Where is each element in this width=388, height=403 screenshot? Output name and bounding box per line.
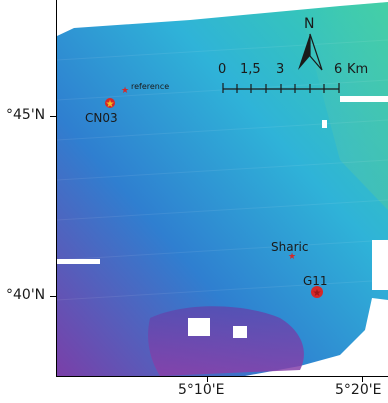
site-label-cn03: CN03 — [85, 111, 118, 125]
lon-label: 5°10'E — [178, 382, 225, 398]
survey-area — [57, 2, 388, 376]
site-label-sharic: Sharic — [271, 240, 309, 254]
svg-text:★: ★ — [106, 99, 115, 110]
data-gap — [322, 120, 327, 128]
site-marker-sharic[interactable]: ★ — [288, 252, 296, 262]
lat-tick — [50, 116, 56, 117]
canyon-area — [148, 306, 304, 376]
lat-label: °45'N — [6, 107, 46, 123]
site-label-g11: G11 — [303, 274, 328, 288]
lon-label: 5°20'E — [335, 382, 382, 398]
site-marker-reference[interactable]: ★ — [121, 86, 129, 96]
scale-tick-label: 3 — [276, 62, 285, 77]
north-arrow-icon — [298, 33, 323, 71]
scale-bar — [222, 83, 340, 93]
site-label-reference: reference — [131, 82, 170, 91]
shelf-overlay — [300, 2, 388, 210]
site-marker-g11[interactable]: ★ — [311, 286, 323, 299]
scale-tick-label: 1,5 — [240, 62, 261, 77]
north-letter: N — [304, 16, 315, 32]
data-gap — [372, 240, 388, 290]
data-gap — [233, 326, 247, 338]
scale-tick-label: 0 — [218, 62, 227, 77]
lon-tick — [362, 377, 363, 382]
map-frame — [56, 0, 388, 377]
scale-unit: Km — [347, 62, 369, 77]
lat-label: °40'N — [6, 287, 46, 303]
lat-tick — [50, 296, 56, 297]
svg-text:★: ★ — [313, 288, 322, 299]
data-gap — [340, 96, 388, 102]
lon-tick — [207, 377, 208, 382]
scale-tick-label: 6 — [334, 62, 343, 77]
data-gap — [56, 259, 100, 264]
site-marker-cn03[interactable]: ★ — [105, 98, 115, 110]
data-gap — [188, 318, 210, 336]
